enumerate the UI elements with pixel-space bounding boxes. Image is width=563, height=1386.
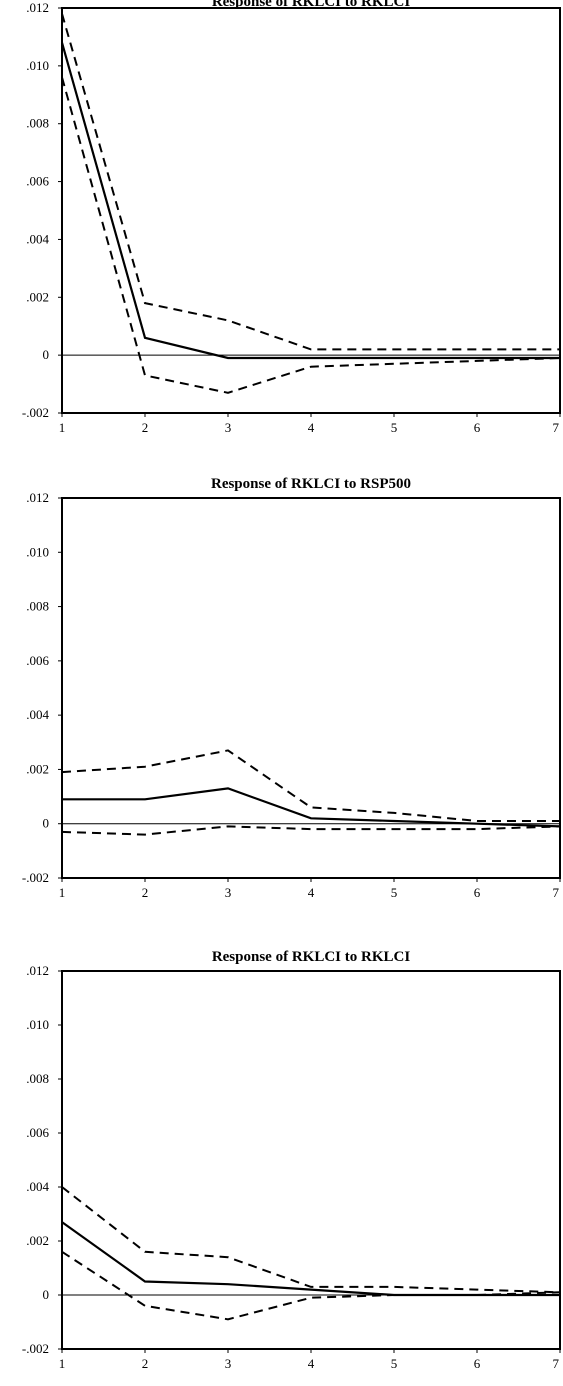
- y-tick-label: .002: [26, 761, 49, 776]
- chart-title: Response of RKLCI to RSP500: [211, 476, 411, 492]
- y-tick-label: 0: [43, 816, 50, 831]
- x-tick-label: 4: [308, 420, 315, 435]
- y-tick-label: 0: [43, 1287, 50, 1302]
- series-lower-band-line: [61, 825, 561, 836]
- x-tick-label: 2: [142, 885, 149, 900]
- y-tick-label: .004: [26, 707, 49, 722]
- x-tick-label: 5: [391, 420, 398, 435]
- x-tick-label: 3: [225, 420, 232, 435]
- y-tick-label: -.002: [22, 405, 49, 420]
- y-tick-label: -.002: [22, 1341, 49, 1356]
- x-tick-label: 1: [59, 420, 66, 435]
- x-tick-label: 7: [553, 1356, 560, 1371]
- chart-panel-1: Response of RKLCI to RKLCI -.002 0 .002 .004…: [22, 0, 561, 435]
- series-upper-band-line: [61, 1186, 561, 1294]
- chart-title: Response of RKLCI to RKLCI: [212, 0, 411, 10]
- chart-panel-2: Response of RKLCI to RSP500 -.002 0 .002 .00…: [22, 476, 561, 900]
- x-tick-label: 4: [308, 885, 315, 900]
- y-tick-label: .004: [26, 231, 49, 246]
- y-tick-label: 0: [43, 347, 50, 362]
- y-tick-label: -.002: [22, 870, 49, 885]
- series-upper-band-line: [61, 749, 560, 822]
- x-tick-label: 7: [553, 420, 560, 435]
- y-tick-label: .010: [26, 544, 49, 559]
- series-lower-band-line: [61, 1250, 561, 1321]
- series-response-line: [60, 42, 560, 360]
- x-tick-label: 5: [391, 1356, 398, 1371]
- y-tick-label: .002: [26, 289, 49, 304]
- series-lower-band-line: [61, 77, 561, 394]
- plot-frame: [61, 7, 561, 414]
- x-tick-label: 1: [59, 885, 66, 900]
- x-tick-label: 3: [225, 885, 232, 900]
- plot-frame: [61, 970, 561, 1350]
- y-tick-label: .008: [26, 599, 49, 614]
- x-tick-label: 6: [474, 420, 481, 435]
- series-response-line: [62, 787, 561, 828]
- x-tick-label: 2: [142, 420, 149, 435]
- y-tick-label: .004: [26, 1179, 49, 1194]
- y-tick-label: .012: [26, 0, 49, 15]
- series-response-line: [61, 1221, 560, 1297]
- series-upper-band-line: [61, 13, 560, 351]
- y-tick-label: .006: [26, 1125, 49, 1140]
- x-tick-label: 4: [308, 1356, 315, 1371]
- x-tick-label: 1: [59, 1356, 66, 1371]
- y-tick-label: .008: [26, 116, 49, 131]
- chart-title: Response of RKLCI to RKLCI: [212, 949, 411, 965]
- y-tick-label: .006: [26, 174, 49, 189]
- x-tick-label: 5: [391, 885, 398, 900]
- y-tick-label: .010: [26, 1017, 49, 1032]
- y-tick-label: .010: [26, 58, 49, 73]
- x-tick-label: 6: [474, 1356, 481, 1371]
- y-tick-label: .002: [26, 1233, 49, 1248]
- x-tick-label: 2: [142, 1356, 149, 1371]
- y-tick-label: .008: [26, 1071, 49, 1086]
- x-tick-label: 7: [553, 885, 560, 900]
- y-tick-label: .006: [26, 653, 49, 668]
- y-tick-label: .012: [26, 963, 49, 978]
- x-tick-label: 6: [474, 885, 481, 900]
- chart-panel-3: Response of RKLCI to RKLCI -.002 0 .002 .004…: [22, 949, 561, 1371]
- y-tick-label: .012: [26, 490, 49, 505]
- x-tick-label: 3: [225, 1356, 232, 1371]
